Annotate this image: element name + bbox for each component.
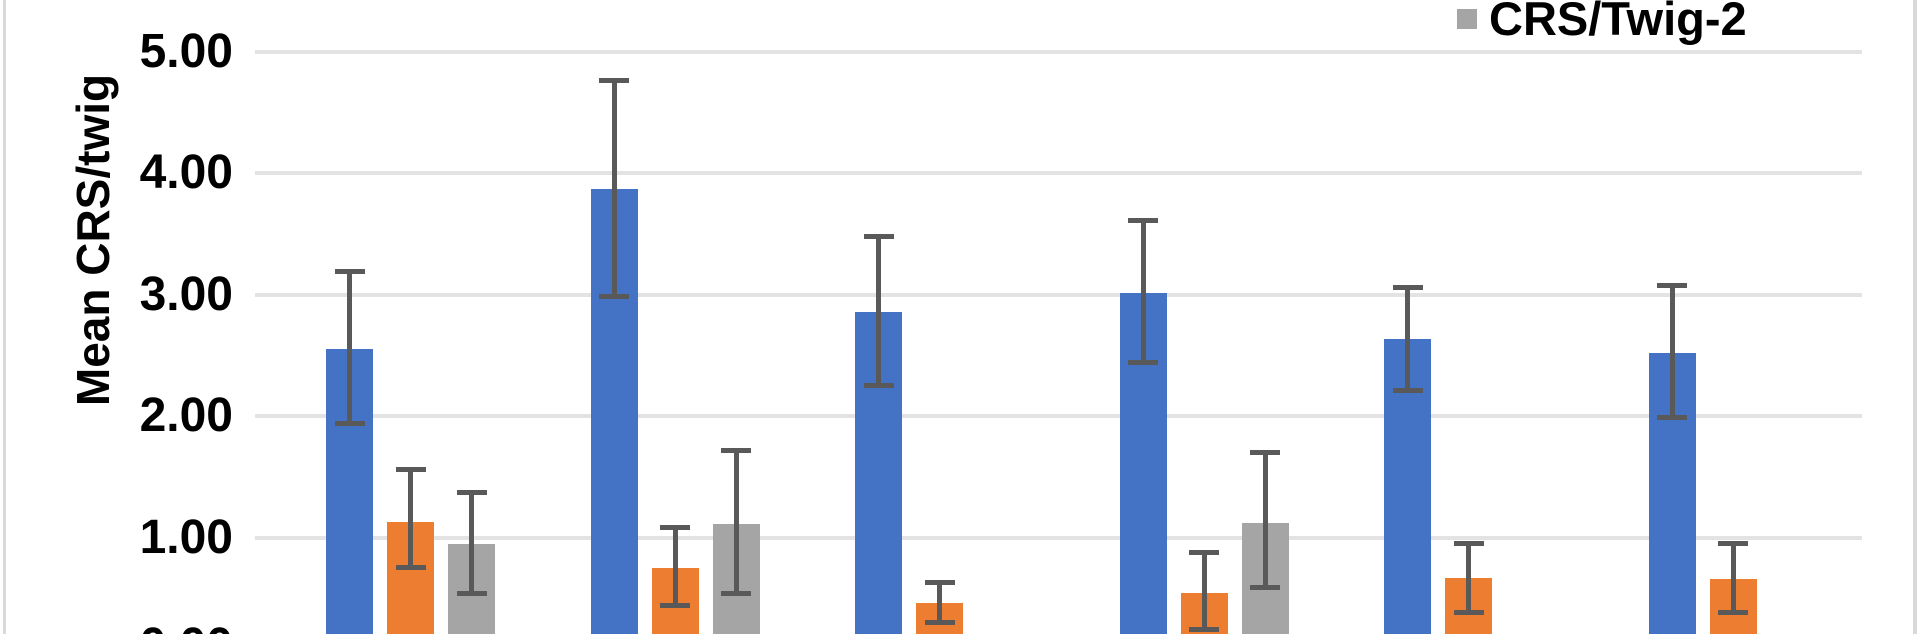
figure-right-border xyxy=(1913,0,1917,634)
error-whisker-series1-group2 xyxy=(611,80,617,297)
error-cap-top-series2-group4 xyxy=(1189,549,1219,555)
error-whisker-series3-group2 xyxy=(733,450,739,594)
y-axis-title: Mean CRS/twig xyxy=(67,73,119,407)
error-whisker-series2-group4 xyxy=(1201,552,1207,630)
error-cap-bottom-series1-group6 xyxy=(1657,414,1687,420)
gridline-5 xyxy=(255,49,1862,54)
legend-label: CRS/Twig-2 xyxy=(1489,0,1747,45)
error-cap-top-series2-group3 xyxy=(924,579,955,585)
error-cap-top-series1-group1 xyxy=(334,268,365,274)
y-tick-label-4.00: 4.00 xyxy=(139,146,233,199)
gridline-2 xyxy=(255,414,1862,418)
error-cap-bottom-series3-group4 xyxy=(1250,584,1280,590)
y-tick-label-1.00: 1.00 xyxy=(139,510,233,564)
error-cap-top-series1-group6 xyxy=(1657,283,1687,289)
error-cap-top-series3-group4 xyxy=(1250,449,1280,455)
legend-swatch-gray-icon xyxy=(1457,9,1477,29)
error-cap-bottom-series2-group3 xyxy=(924,620,955,626)
error-cap-top-series1-group2 xyxy=(599,78,629,84)
error-whisker-series1-group1 xyxy=(347,271,352,424)
error-cap-top-series2-group2 xyxy=(660,525,690,531)
error-cap-bottom-series1-group3 xyxy=(863,383,894,389)
error-cap-bottom-series1-group1 xyxy=(334,420,365,426)
error-cap-bottom-series2-group2 xyxy=(660,603,690,609)
error-whisker-series1-group5 xyxy=(1405,287,1410,391)
error-cap-top-series3-group2 xyxy=(721,447,751,453)
error-cap-top-series2-group1 xyxy=(395,466,426,472)
error-whisker-series2-group5 xyxy=(1466,543,1471,613)
error-cap-bottom-series3-group2 xyxy=(721,590,751,596)
error-whisker-series2-group2 xyxy=(672,527,678,606)
y-tick-label-3.00: 3.00 xyxy=(139,267,233,321)
error-whisker-series1-group3 xyxy=(876,236,881,386)
error-cap-bottom-series3-group1 xyxy=(456,590,487,596)
error-cap-top-series2-group5 xyxy=(1453,541,1484,547)
error-whisker-series2-group6 xyxy=(1730,543,1736,613)
y-tick-label-5.00: 5.00 xyxy=(139,24,233,78)
error-cap-top-series1-group4 xyxy=(1128,217,1158,223)
error-cap-top-series3-group1 xyxy=(456,490,487,496)
error-whisker-series3-group1 xyxy=(469,492,474,594)
figure-left-border xyxy=(3,0,6,634)
error-whisker-series3-group4 xyxy=(1262,452,1268,588)
error-cap-bottom-series2-group5 xyxy=(1453,610,1484,616)
error-cap-top-series1-group3 xyxy=(863,233,894,239)
gridline-4 xyxy=(255,171,1862,175)
error-cap-top-series2-group6 xyxy=(1718,541,1748,547)
y-tick-label-partial-0.00: 0.00 xyxy=(60,616,233,634)
error-whisker-series2-group1 xyxy=(408,469,413,568)
error-whisker-series1-group6 xyxy=(1669,285,1675,418)
error-whisker-series1-group4 xyxy=(1140,220,1146,363)
gridline-1 xyxy=(255,535,1862,540)
error-cap-bottom-series2-group4 xyxy=(1189,627,1219,633)
error-cap-bottom-series1-group2 xyxy=(599,294,629,300)
error-cap-bottom-series1-group4 xyxy=(1128,360,1158,366)
error-cap-bottom-series2-group1 xyxy=(395,565,426,571)
y-tick-label-2.00: 2.00 xyxy=(139,389,233,442)
error-whisker-series2-group3 xyxy=(937,582,942,623)
error-cap-bottom-series2-group6 xyxy=(1718,610,1748,616)
gridline-3 xyxy=(255,292,1862,297)
error-cap-top-series1-group5 xyxy=(1392,284,1423,290)
error-cap-bottom-series1-group5 xyxy=(1392,387,1423,393)
